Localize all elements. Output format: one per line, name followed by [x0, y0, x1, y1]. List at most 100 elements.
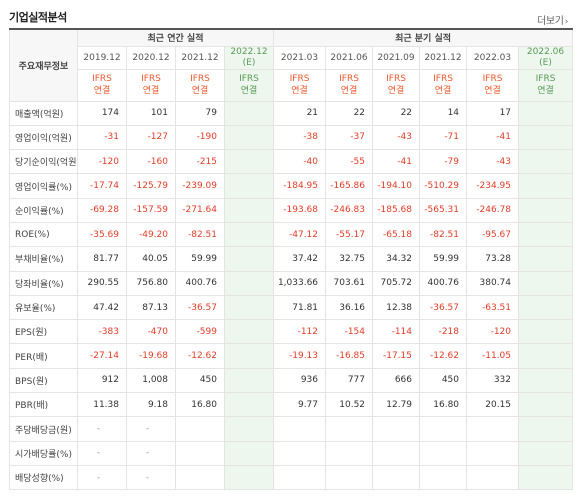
- table-cell: [518, 464, 574, 491]
- table-cell: -383: [77, 319, 127, 345]
- table-cell: [175, 416, 225, 442]
- table-cell: -218: [419, 319, 468, 345]
- table-cell: 16.80: [175, 392, 225, 418]
- table-cell: -79: [419, 149, 468, 175]
- period-header: 2022.03: [466, 45, 520, 70]
- ifrs-label: IFRS: [239, 74, 259, 84]
- table-cell: -154: [325, 319, 374, 345]
- table-cell: 59.99: [419, 246, 468, 272]
- table-row: EPS(원) -383 -470 -599 -112 -154 -114 -218 -120: [9, 319, 574, 345]
- table-cell: -38: [273, 124, 327, 151]
- table-cell: -114: [372, 319, 421, 345]
- table-cell: 174: [77, 100, 127, 126]
- table-cell: 79: [175, 100, 225, 126]
- table-cell: [518, 149, 574, 175]
- table-cell: [325, 464, 374, 491]
- table-cell: [518, 416, 574, 442]
- table-cell: -565.31: [419, 197, 468, 223]
- table-cell: [223, 392, 275, 418]
- table-row: BPS(원) 912 1,008 450 936 777 666 450 332: [9, 367, 574, 394]
- table-cell: 450: [419, 367, 468, 394]
- table-cell: [372, 416, 421, 442]
- table-cell: [466, 440, 520, 466]
- table-cell: -36.57: [175, 294, 225, 321]
- table-row: ROE(%) -35.69 -49.20 -82.51 -47.12 -55.17 -65.…: [9, 221, 574, 248]
- row-label: 당좌비율(%): [9, 270, 78, 296]
- table-cell: -165.86: [325, 173, 374, 199]
- table-cell: -41: [372, 149, 421, 175]
- row-label: 매출액(억원): [9, 100, 78, 126]
- more-label: 더보기: [536, 16, 564, 27]
- ifrs-header: IFRS 연결: [372, 68, 421, 102]
- consolidated-label: 연결: [340, 86, 358, 96]
- table-cell: 1,033.66: [273, 270, 327, 296]
- table-cell: 936: [273, 367, 327, 394]
- table-cell: -: [126, 464, 176, 491]
- period-label: 2022.12: [230, 46, 268, 57]
- table-cell: [518, 343, 574, 369]
- table-cell: [372, 464, 421, 491]
- table-row: 당기순이익(억원) -120 -160 -215 -40 -55 -41 -79 -43: [9, 149, 574, 175]
- ifrs-header: IFRS 연결: [419, 68, 468, 102]
- table-cell: 756.80: [126, 270, 176, 296]
- table-cell: -82.51: [419, 221, 468, 248]
- table-cell: -: [126, 416, 176, 442]
- table-row: 당좌비율(%) 290.55 756.80 400.76 1,033.66 703.61 7…: [9, 270, 574, 296]
- ifrs-header: IFRS 연결: [325, 68, 374, 102]
- table-cell: -19.13: [273, 343, 327, 369]
- table-cell: [223, 343, 275, 369]
- table-cell: [223, 124, 275, 151]
- table-row: 부채비율(%) 81.77 40.05 59.99 37.42 32.75 34.32 59.…: [9, 246, 574, 272]
- table-cell: -95.67: [466, 221, 520, 248]
- table-cell: -120: [77, 149, 127, 175]
- ifrs-label: IFRS: [386, 74, 406, 84]
- ifrs-header: IFRS 연결: [273, 68, 327, 102]
- table-cell: -125.79: [126, 173, 176, 199]
- ifrs-label: IFRS: [535, 74, 556, 84]
- annual-group-header: 최근 연간 실적: [76, 28, 275, 47]
- estimate-marker: (E): [242, 57, 256, 68]
- table-cell: 71.81: [273, 294, 327, 321]
- ifrs-header: IFRS 연결: [518, 68, 574, 102]
- table-cell: [223, 416, 275, 442]
- table-cell: 101: [126, 100, 176, 126]
- table-cell: [419, 440, 468, 466]
- ifrs-label: IFRS: [190, 74, 210, 84]
- table-row: 시가배당률(%) - -: [9, 440, 574, 466]
- table-cell: 11.38: [77, 392, 127, 418]
- table-cell: -190: [175, 124, 225, 151]
- table-cell: 37.42: [273, 246, 327, 272]
- table-cell: 73.28: [466, 246, 520, 272]
- table-cell: 34.32: [372, 246, 421, 272]
- table-cell: [518, 392, 574, 418]
- ifrs-label: IFRS: [141, 74, 161, 84]
- consolidated-label: 연결: [434, 86, 452, 96]
- section-header: 기업실적분석 더보기›: [0, 0, 580, 28]
- table-cell: [518, 221, 574, 248]
- row-label: BPS(원): [9, 367, 78, 394]
- table-cell: [518, 294, 574, 321]
- table-cell: [325, 416, 374, 442]
- more-link[interactable]: 더보기›: [537, 12, 568, 27]
- table-row: 매출액(억원) 174 101 79 21 22 22 14 17: [9, 100, 574, 126]
- table-cell: -: [77, 440, 127, 466]
- table-cell: [223, 173, 275, 199]
- table-cell: -36.57: [419, 294, 468, 321]
- table-cell: 9.77: [273, 392, 327, 418]
- period-header: 2021.12: [419, 45, 468, 70]
- table-cell: -193.68: [273, 197, 327, 223]
- table-row: 영업이익률(%) -17.74 -125.79 -239.09 -184.95 -165.…: [9, 173, 574, 199]
- ifrs-header: IFRS 연결: [466, 68, 520, 102]
- consolidated-label: 연결: [93, 86, 111, 96]
- table-row: 순이익률(%) -69.28 -157.59 -271.64 -193.68 -246.8…: [9, 197, 574, 223]
- ifrs-label: IFRS: [482, 74, 503, 84]
- table-cell: 36.16: [325, 294, 374, 321]
- table-cell: [223, 440, 275, 466]
- table-cell: [223, 100, 275, 126]
- table-cell: 32.75: [325, 246, 374, 272]
- table-cell: -40: [273, 149, 327, 175]
- table-cell: -215: [175, 149, 225, 175]
- table-cell: -19.68: [126, 343, 176, 369]
- table-cell: [223, 149, 275, 175]
- table-cell: -55.17: [325, 221, 374, 248]
